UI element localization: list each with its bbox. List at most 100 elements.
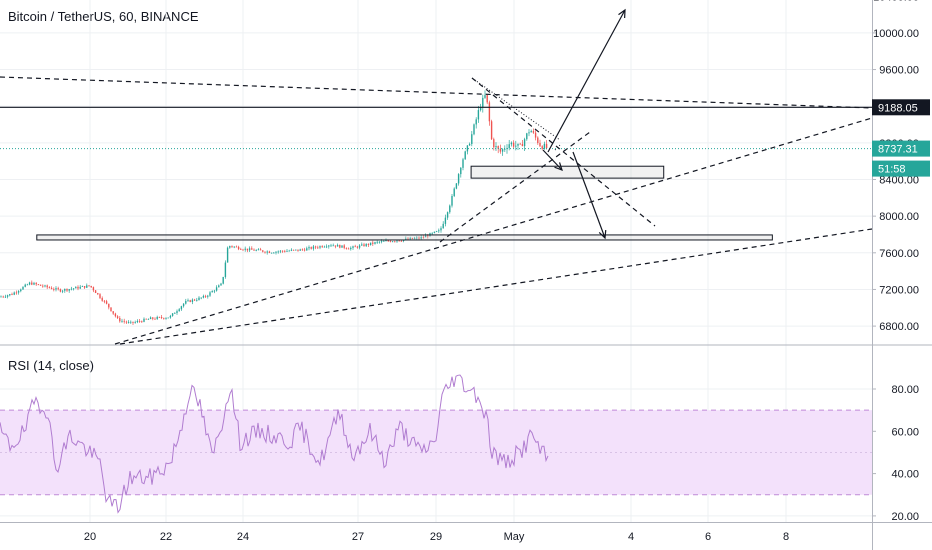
candle-body xyxy=(328,245,330,247)
candle xyxy=(325,244,328,249)
candle-body xyxy=(484,95,486,98)
candle-body xyxy=(149,317,152,320)
candle xyxy=(284,249,286,253)
arrow-0 xyxy=(547,8,626,153)
candle-body xyxy=(101,298,103,301)
candle-body xyxy=(154,318,156,320)
candle-body xyxy=(374,242,376,244)
candle-body xyxy=(176,311,178,314)
candle xyxy=(259,247,262,251)
candle-body xyxy=(295,249,297,251)
candle xyxy=(246,248,249,253)
candle-body xyxy=(387,240,389,242)
price-tag-label: 51:58 xyxy=(878,164,906,176)
candle-body xyxy=(255,250,257,251)
candle-body xyxy=(24,284,26,287)
candle-body xyxy=(50,287,53,290)
candle-body xyxy=(13,292,15,295)
candle xyxy=(138,319,141,323)
rsi-tick-label-2: 60.00 xyxy=(891,426,919,438)
candle xyxy=(396,240,398,243)
candle xyxy=(264,251,266,254)
candle-body xyxy=(292,249,295,251)
candle-body xyxy=(319,246,321,248)
candle-body xyxy=(55,288,57,290)
candle-body xyxy=(495,146,497,148)
candle-body xyxy=(543,143,546,149)
candle xyxy=(545,140,548,150)
x-tick-label-1: 22 xyxy=(160,531,172,543)
candle xyxy=(6,294,9,299)
candle xyxy=(222,276,224,285)
candle xyxy=(486,95,488,105)
candle xyxy=(475,117,477,129)
candle-body xyxy=(394,241,396,243)
candle xyxy=(130,320,132,324)
trend-line-2 xyxy=(119,228,873,345)
candle-body xyxy=(385,240,387,242)
candle-body xyxy=(420,237,422,239)
candle xyxy=(523,137,526,152)
candle-body xyxy=(130,321,132,323)
candle-body xyxy=(446,212,449,218)
candle xyxy=(367,243,370,248)
candle-body xyxy=(310,247,312,249)
candle-body xyxy=(182,303,185,307)
price-tags: 9188.05 8737.31 51:58 xyxy=(872,99,930,177)
candle-body xyxy=(220,283,222,286)
candle-body xyxy=(204,295,207,297)
candle-body xyxy=(193,299,196,301)
candle-body xyxy=(114,313,117,317)
candle-body xyxy=(363,244,365,247)
candle xyxy=(46,284,48,290)
candle xyxy=(508,139,510,151)
candle xyxy=(361,242,363,246)
candle xyxy=(193,298,196,301)
candle-body xyxy=(88,285,90,287)
candle-body xyxy=(367,243,370,245)
candle xyxy=(218,284,220,288)
candle xyxy=(92,286,95,293)
rsi-series xyxy=(0,374,549,514)
candle-body xyxy=(482,97,484,108)
candle xyxy=(235,245,238,248)
candle xyxy=(501,148,504,156)
candle xyxy=(462,157,464,171)
candle xyxy=(411,237,414,240)
candle xyxy=(290,248,293,252)
candle-body xyxy=(369,242,372,245)
rsi-band xyxy=(0,409,872,496)
candle xyxy=(50,286,53,290)
candle xyxy=(59,288,62,293)
candle-body xyxy=(31,282,33,285)
candle-body xyxy=(330,245,332,247)
candle xyxy=(369,242,372,246)
candle-body xyxy=(422,237,425,238)
candle-body xyxy=(22,286,24,290)
candle-body xyxy=(0,296,2,298)
candle xyxy=(537,136,539,145)
arrow-shaft xyxy=(542,149,563,171)
candle xyxy=(471,130,473,147)
candle-body xyxy=(99,294,101,299)
candle-body xyxy=(218,285,220,288)
candle-body xyxy=(517,143,519,146)
candle xyxy=(163,317,165,320)
candle-body xyxy=(541,146,543,149)
candle xyxy=(422,235,425,239)
x-tick-label-0: 20 xyxy=(84,531,96,543)
candle-body xyxy=(297,249,299,251)
candle xyxy=(79,284,81,290)
candle-body xyxy=(202,295,205,298)
candle xyxy=(435,230,438,233)
candle xyxy=(237,245,240,251)
candle-body xyxy=(160,317,163,318)
candle xyxy=(2,295,4,298)
candle-body xyxy=(308,247,310,249)
candle xyxy=(512,140,515,149)
candle-body xyxy=(350,247,352,250)
candle-body xyxy=(424,235,427,238)
candle-body xyxy=(15,292,18,294)
candle xyxy=(61,289,64,294)
